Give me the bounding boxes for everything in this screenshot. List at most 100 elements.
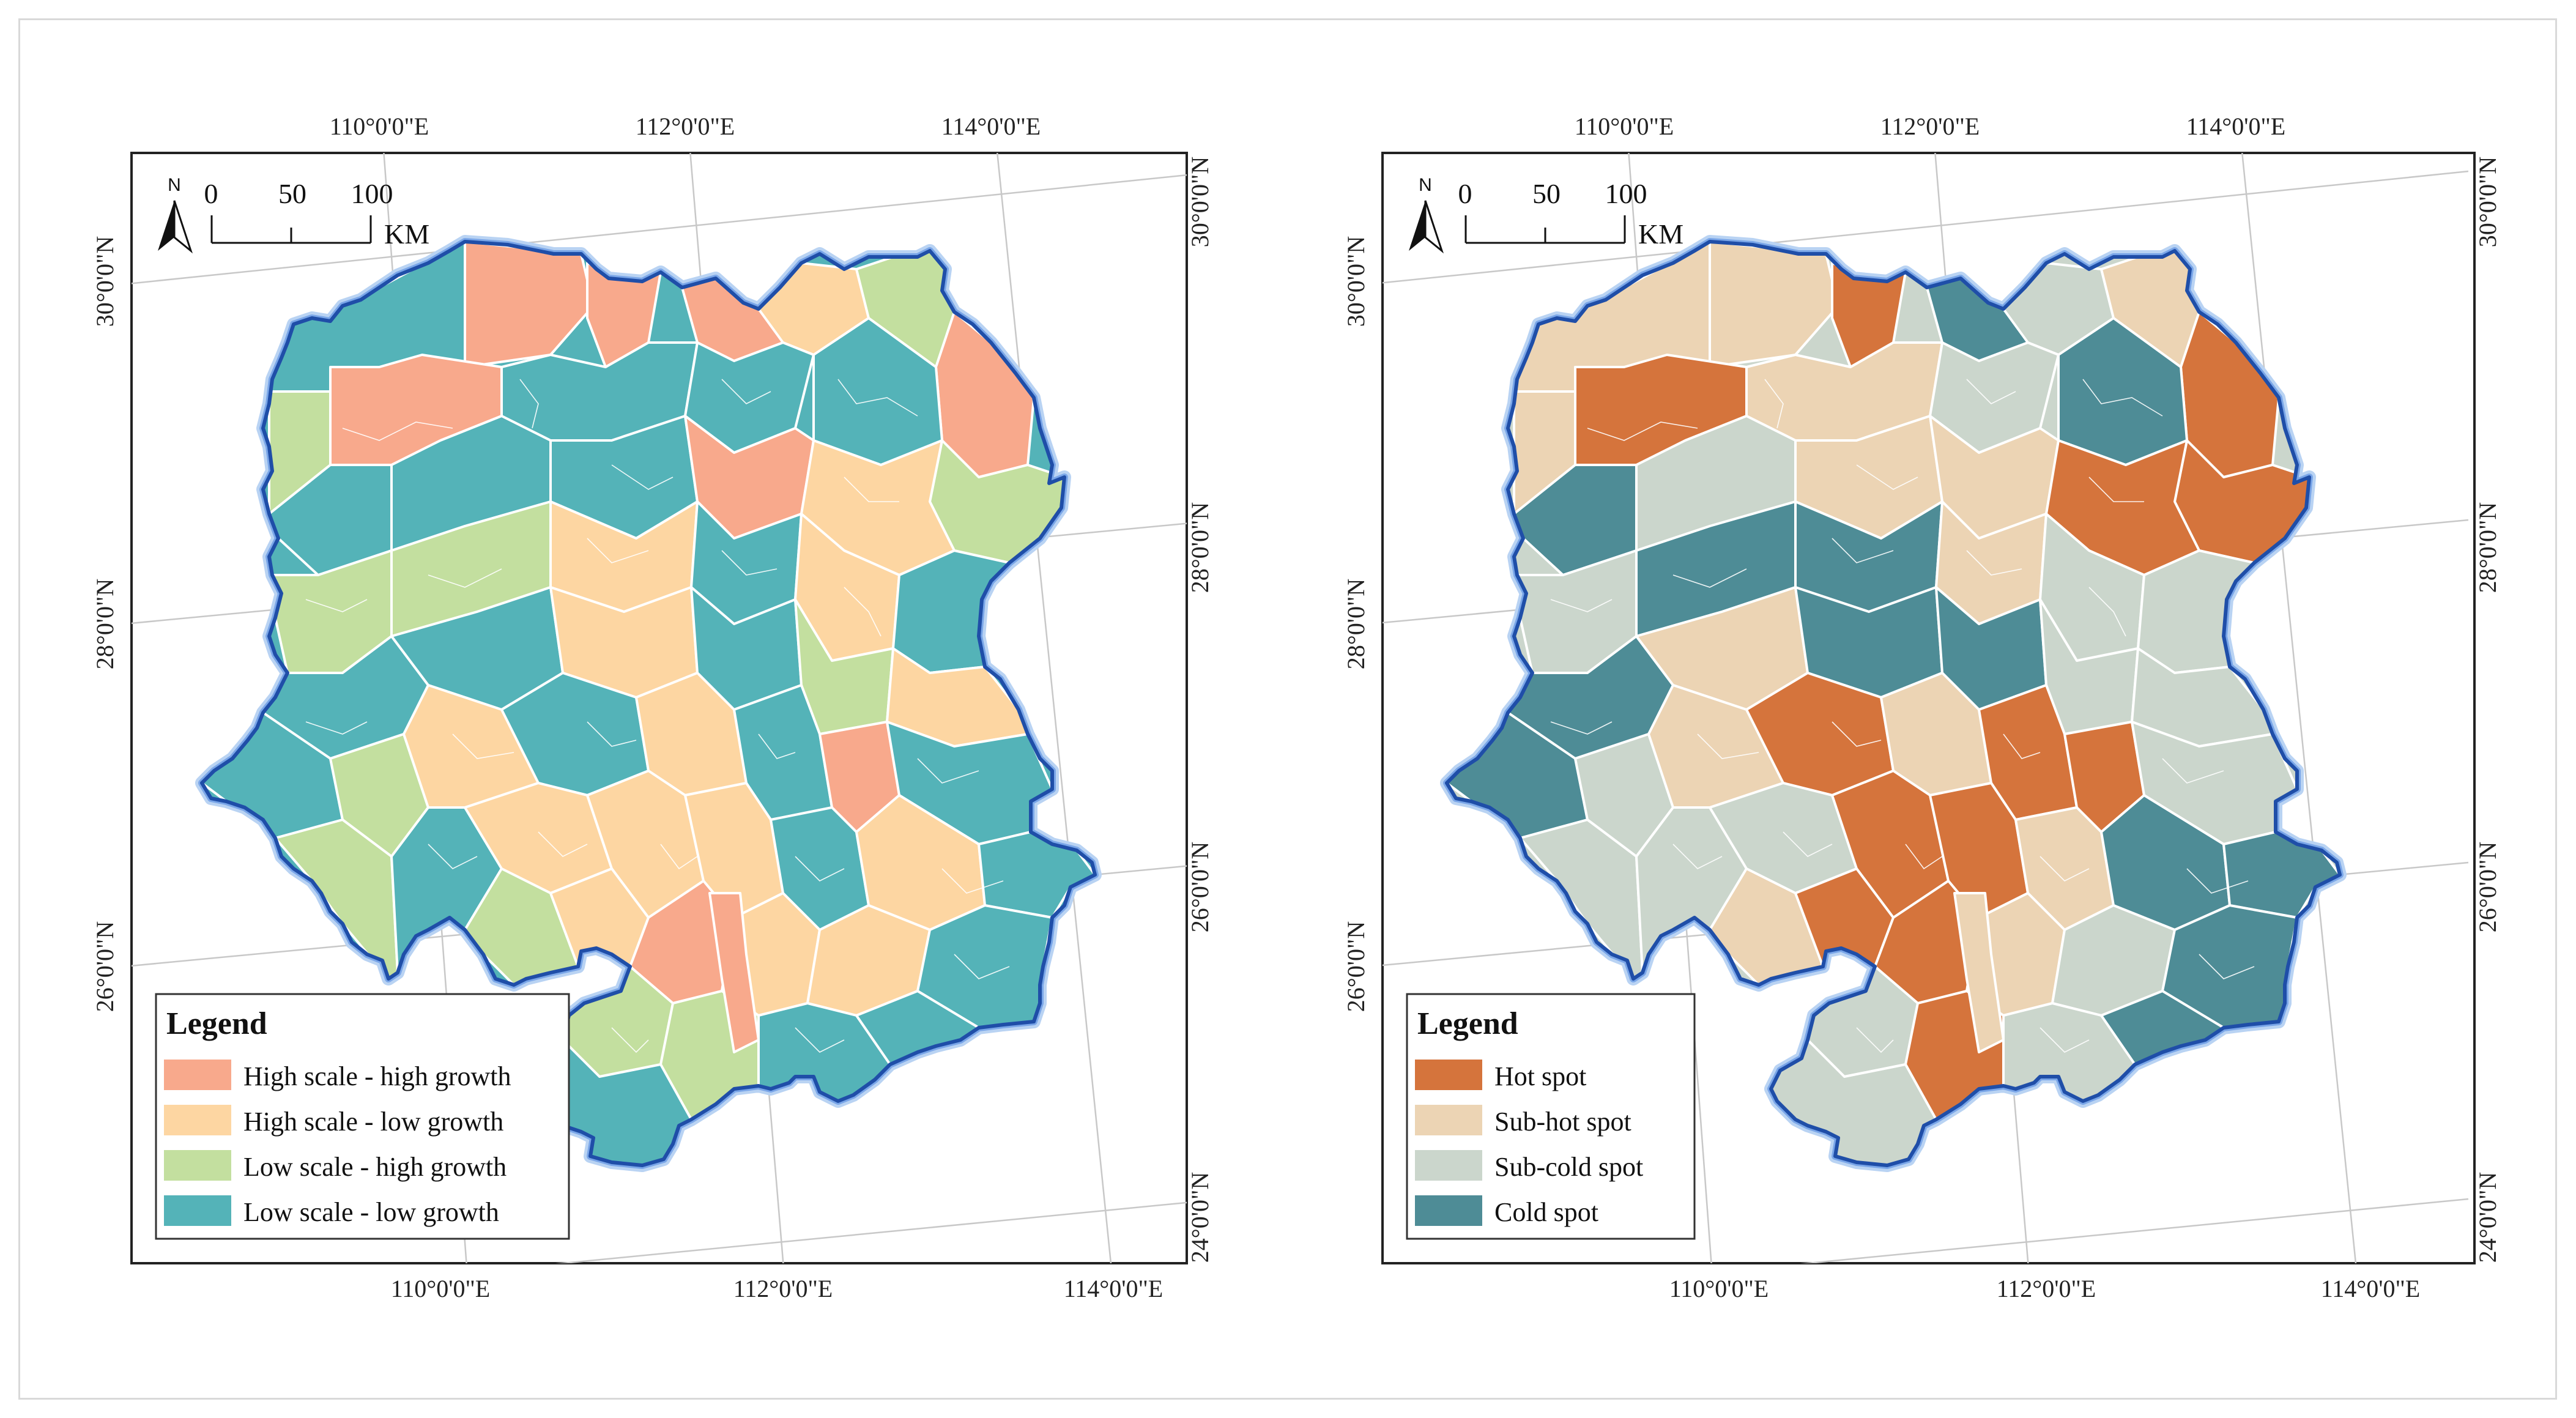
map-neatline xyxy=(130,152,1188,1264)
county-sub-boundary xyxy=(428,844,478,869)
top-lon-label-112: 112°0'0"E xyxy=(636,113,735,140)
county-sub-boundary xyxy=(1550,721,1613,735)
top-lon-label-114: 114°0'0"E xyxy=(941,113,1041,140)
north-label: N xyxy=(168,175,181,195)
county-region xyxy=(1953,892,2005,1053)
right-lat-label-24: 24°0'0"N xyxy=(2474,1172,2501,1263)
county-sub-boundary xyxy=(587,538,649,563)
legend-swatch-sub-hot-spot xyxy=(1415,1105,1482,1135)
scale-tick-100: 100 xyxy=(1605,178,1647,209)
province-boundary xyxy=(1445,240,2342,1167)
legend-title: Legend xyxy=(166,1006,267,1041)
bottom-lon-label-112: 112°0'0"E xyxy=(733,1275,833,1302)
map-neatline xyxy=(1381,152,2476,1264)
graticule-line xyxy=(1383,170,2469,284)
right-lat-label-30: 30°0'0"N xyxy=(2474,157,2501,247)
scale-bar: 0 50 100 KM xyxy=(1458,178,1684,250)
county-sub-boundaries xyxy=(1550,379,2255,1053)
bottom-lon-label-114: 114°0'0"E xyxy=(2321,1275,2420,1302)
province-outline xyxy=(1445,240,2342,1167)
county-sub-boundary xyxy=(305,721,368,735)
left-lat-label-26: 26°0'0"N xyxy=(1342,921,1370,1012)
map-legend: Legend High scale - high growth High sca… xyxy=(155,993,570,1240)
north-arrow-icon: N xyxy=(1409,175,1444,254)
graticule-line xyxy=(1800,1198,2469,1263)
county-sub-boundary xyxy=(1672,844,1723,869)
bottom-lon-label-110: 110°0'0"E xyxy=(391,1275,490,1302)
county-sub-boundary xyxy=(2162,758,2224,784)
county-sub-boundary xyxy=(2040,1027,2090,1053)
left-lat-label-30: 30°0'0"N xyxy=(91,236,119,327)
bottom-lon-label-112: 112°0'0"E xyxy=(1997,1275,2096,1302)
legend-label-high-scale-high-growth: High scale - high growth xyxy=(243,1061,511,1091)
legend-swatch-low-scale-low-growth xyxy=(164,1195,231,1226)
north-label: N xyxy=(1419,175,1432,195)
coordinate-labels: 110°0'0"E 112°0'0"E 114°0'0"E 110°0'0"E … xyxy=(91,113,1214,1302)
county-sub-boundary xyxy=(1856,464,1918,490)
county-sub-boundary xyxy=(1832,538,1894,563)
county-sub-boundary xyxy=(519,379,539,429)
county-sub-boundary xyxy=(2003,733,2041,759)
top-lon-label-114: 114°0'0"E xyxy=(2186,113,2285,140)
top-lon-label-110: 110°0'0"E xyxy=(330,113,429,140)
right-lat-label-28: 28°0'0"N xyxy=(2474,502,2501,593)
legend-label-low-scale-low-growth: Low scale - low growth xyxy=(243,1197,499,1227)
left-lat-label-30: 30°0'0"N xyxy=(1342,236,1370,327)
county-sub-boundary xyxy=(452,733,514,759)
county-sub-boundary xyxy=(1966,550,2022,576)
graticule-line xyxy=(996,153,1112,1263)
legend-swatch-sub-cold-spot xyxy=(1415,1150,1482,1181)
right-lat-label-30: 30°0'0"N xyxy=(1186,157,1214,247)
county-sub-boundary xyxy=(2040,856,2090,882)
scale-tick-50: 50 xyxy=(1532,178,1561,209)
scale-tick-0: 0 xyxy=(1458,178,1472,209)
county-regions xyxy=(1447,242,2340,1165)
county-sub-boundary xyxy=(1832,721,1882,747)
county-sub-boundary xyxy=(1856,1027,1894,1053)
left-lat-label-26: 26°0'0"N xyxy=(91,921,119,1012)
right-lat-label-26: 26°0'0"N xyxy=(2474,842,2501,932)
scale-bar: 0 50 100 KM xyxy=(204,178,430,250)
graticule-line xyxy=(555,1201,1187,1263)
county-region xyxy=(892,549,1011,674)
legend-swatch-high-scale-low-growth xyxy=(164,1105,231,1135)
left-lat-label-28: 28°0'0"N xyxy=(1342,579,1370,669)
county-sub-boundary xyxy=(1905,844,1943,870)
county-sub-boundary xyxy=(795,856,845,882)
scale-tick-100: 100 xyxy=(351,178,393,209)
legend-swatch-low-scale-high-growth xyxy=(164,1150,231,1181)
county-sub-boundary xyxy=(1587,421,1698,441)
county-sub-boundary xyxy=(660,844,698,870)
graticule-line xyxy=(132,174,1187,284)
legend-swatch-cold-spot xyxy=(1415,1195,1482,1226)
right-lat-label-24: 24°0'0"N xyxy=(1186,1172,1214,1263)
scale-tick-0: 0 xyxy=(204,178,218,209)
county-sub-boundary xyxy=(795,1027,845,1053)
county-sub-boundary xyxy=(2186,868,2249,894)
north-arrow-icon: N xyxy=(158,175,193,254)
left-map-panel: 110°0'0"E 112°0'0"E 114°0'0"E 110°0'0"E … xyxy=(91,113,1214,1302)
right-lat-label-28: 28°0'0"N xyxy=(1186,502,1214,593)
bottom-lon-label-114: 114°0'0"E xyxy=(1064,1275,1163,1302)
county-region xyxy=(708,892,760,1053)
scale-unit: KM xyxy=(384,218,429,250)
county-sub-boundary xyxy=(611,1027,649,1053)
county-sub-boundary xyxy=(1672,568,1747,588)
county-sub-boundary xyxy=(2088,477,2144,502)
figure-frame xyxy=(18,18,2557,1400)
county-sub-boundary xyxy=(1550,599,1613,612)
county-sub-boundaries xyxy=(305,379,1010,1053)
coordinate-labels: 110°0'0"E 112°0'0"E 114°0'0"E 110°0'0"E … xyxy=(1342,113,2501,1302)
county-sub-boundary xyxy=(428,568,502,588)
county-sub-boundary xyxy=(758,733,796,759)
county-sub-boundary xyxy=(917,758,979,784)
county-sub-boundary xyxy=(844,587,882,637)
province-boundary xyxy=(200,240,1097,1167)
right-map-panel: 110°0'0"E 112°0'0"E 114°0'0"E 110°0'0"E … xyxy=(1342,113,2501,1302)
legend-label-high-scale-low-growth: High scale - low growth xyxy=(243,1107,503,1137)
county-sub-boundary xyxy=(941,868,1004,894)
county-sub-boundary xyxy=(954,954,1010,979)
province-outline xyxy=(200,240,1097,1167)
right-lat-label-26: 26°0'0"N xyxy=(1186,842,1214,932)
county-sub-boundary xyxy=(2088,587,2126,637)
